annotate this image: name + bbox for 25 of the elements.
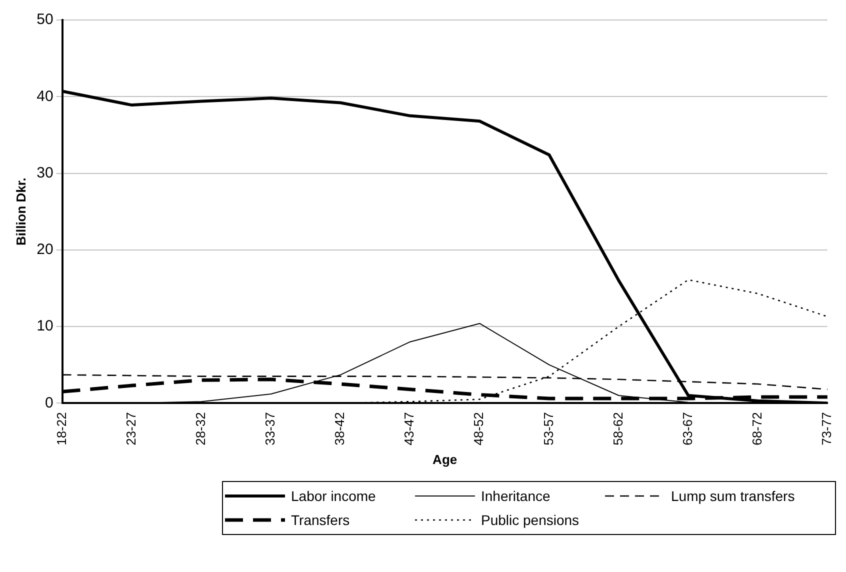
x-axis-title: Age (432, 452, 458, 467)
y-tick-label: 50 (36, 11, 54, 28)
y-tick-label: 0 (44, 394, 54, 412)
x-tick-label: 68-72 (749, 412, 764, 446)
x-tick-label: 28-32 (192, 412, 208, 446)
legend-label: Public pensions (481, 512, 580, 528)
x-tick-label: 73-77 (818, 412, 834, 446)
y-tick-label: 40 (36, 88, 54, 105)
x-tick-label: 48-52 (471, 412, 486, 446)
legend-label: Lump sum transfers (671, 488, 795, 504)
legend-label: Inheritance (481, 488, 550, 504)
x-tick-label: 58-62 (610, 412, 626, 446)
legend-label: Transfers (291, 512, 350, 528)
y-tick-label: 20 (36, 241, 54, 258)
y-tick-label: 10 (36, 318, 54, 335)
y-tick-label: 30 (36, 164, 54, 182)
x-tick-label: 33-37 (262, 412, 278, 446)
x-tick-label: 43-47 (402, 412, 417, 446)
x-tick-label: 53-57 (540, 412, 556, 446)
x-tick-label: 38-42 (332, 412, 348, 446)
x-tick-label: 18-22 (54, 412, 69, 446)
x-tick-label: 63-67 (680, 412, 695, 446)
legend-label: Labor income (291, 488, 376, 504)
y-axis-title: Billion Dkr. (13, 178, 28, 246)
x-tick-label: 23-27 (123, 412, 138, 446)
